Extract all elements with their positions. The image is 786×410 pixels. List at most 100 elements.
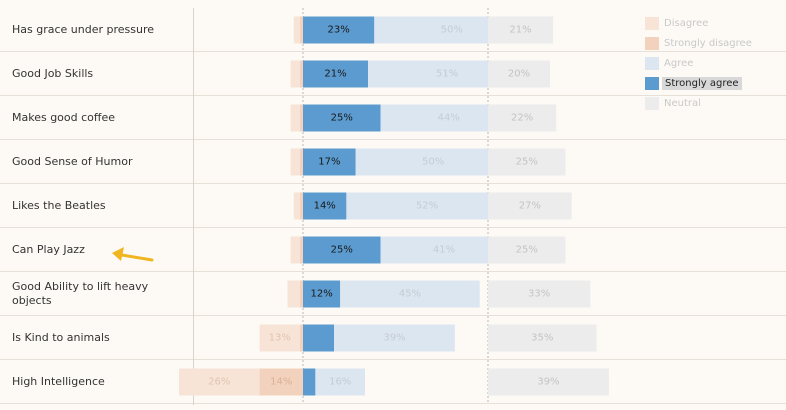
label-neutral: 25% — [516, 245, 538, 256]
label-neutral: 35% — [531, 333, 553, 344]
bar-neutral — [488, 16, 554, 44]
category-label-row: Good Sense of Humor — [0, 140, 193, 184]
bar-disagree — [290, 236, 300, 264]
bar-strongly-disagree — [299, 60, 303, 88]
legend-label: Neutral — [664, 98, 701, 109]
category-label: High Intelligence — [12, 374, 105, 388]
bar-neutral — [488, 368, 609, 396]
legend-swatch — [645, 37, 659, 50]
label-neutral: 22% — [511, 113, 533, 124]
bar-agree — [355, 148, 511, 176]
bar-disagree — [290, 148, 300, 176]
bar-strongly-disagree — [299, 148, 303, 176]
category-label: Is Kind to animals — [12, 330, 110, 344]
label-neutral: 39% — [537, 377, 559, 388]
legend-item[interactable]: Neutral — [645, 94, 775, 114]
bar-agree — [334, 324, 455, 352]
label-strongly-agree: 25% — [331, 113, 353, 124]
bar-strongly-agree — [303, 236, 381, 264]
category-label: Has grace under pressure — [12, 22, 155, 36]
bar-neutral — [488, 104, 557, 132]
bar-agree — [380, 236, 508, 264]
bar-neutral — [488, 148, 566, 176]
category-label-row: Likes the Beatles — [0, 184, 193, 228]
legend-swatch — [645, 17, 659, 30]
bar-strongly-agree — [303, 324, 334, 352]
bar-neutral — [488, 192, 572, 220]
label-agree: 16% — [329, 377, 351, 388]
bar-strongly-disagree — [299, 104, 303, 132]
label-neutral: 27% — [519, 201, 541, 212]
label-agree: 52% — [416, 201, 438, 212]
label-neutral: 21% — [509, 25, 531, 36]
label-agree: 41% — [433, 245, 455, 256]
label-agree: 44% — [438, 113, 460, 124]
bar-agree — [346, 192, 508, 220]
bar-neutral — [488, 60, 550, 88]
label-agree: 50% — [422, 157, 444, 168]
bar-strongly-disagree — [299, 280, 303, 308]
bar-neutral — [488, 280, 591, 308]
category-label: Good Ability to lift heavy objects — [12, 279, 149, 307]
label-agree: 45% — [399, 289, 421, 300]
bar-neutral — [488, 324, 597, 352]
label-neutral: 33% — [528, 289, 550, 300]
bar-strongly-disagree — [299, 16, 303, 44]
annotation-arrow-shaft — [120, 253, 154, 262]
label-agree: 51% — [436, 69, 458, 80]
bar-strongly-agree — [303, 192, 347, 220]
bar-agree — [315, 368, 365, 396]
category-label: Good Job Skills — [12, 66, 94, 80]
label-strongly-agree: 21% — [324, 69, 346, 80]
label-strongly-agree: 14% — [314, 201, 336, 212]
bar-strongly-disagree — [299, 192, 303, 220]
legend-swatch — [645, 97, 659, 110]
category-label-row: Makes good coffee — [0, 96, 193, 140]
legend-label: Disagree — [664, 18, 709, 29]
legend: Disagree Strongly disagree Agree Strongly a… — [645, 14, 775, 114]
bar-disagree — [290, 60, 300, 88]
bar-strongly-agree — [303, 148, 356, 176]
category-label-row: Good Job Skills — [0, 52, 193, 96]
category-label: Makes good coffee — [12, 110, 116, 124]
bar-disagree — [179, 368, 260, 396]
bar-strongly-agree — [303, 368, 316, 396]
legend-item[interactable]: Strongly agree — [645, 74, 775, 94]
legend-label: Agree — [664, 58, 694, 69]
category-label-row: Good Ability to lift heavy objects — [0, 272, 193, 316]
label-strongly-agree: 17% — [318, 157, 340, 168]
label-agree: 50% — [441, 25, 463, 36]
label-disagree: 26% — [208, 377, 230, 388]
bar-disagree — [290, 104, 300, 132]
bar-strongly-agree — [303, 104, 381, 132]
bar-strongly-disagree — [299, 236, 303, 264]
category-label-row: High Intelligence — [0, 360, 193, 404]
bar-disagree — [293, 192, 300, 220]
legend-label: Strongly disagree — [664, 38, 752, 49]
legend-swatch — [645, 57, 659, 70]
category-label-row: Has grace under pressure — [0, 8, 193, 52]
label-strongly-agree: 23% — [328, 25, 350, 36]
legend-swatch — [645, 77, 659, 90]
bar-neutral — [488, 236, 566, 264]
bar-strongly-agree — [303, 60, 369, 88]
legend-item[interactable]: Strongly disagree — [645, 34, 775, 54]
category-label-row: Is Kind to animals — [0, 316, 193, 360]
bar-strongly-agree — [303, 280, 341, 308]
bar-strongly-agree — [303, 16, 375, 44]
label-strongly-agree: 25% — [331, 245, 353, 256]
label-neutral: 25% — [516, 157, 538, 168]
bar-agree — [340, 280, 480, 308]
label-disagree: 13% — [269, 333, 291, 344]
legend-label: Strongly agree — [662, 77, 742, 90]
annotation-arrow-head — [112, 247, 124, 261]
legend-item[interactable]: Agree — [645, 54, 775, 74]
bar-disagree — [293, 16, 300, 44]
label-divider — [193, 8, 194, 405]
legend-item[interactable]: Disagree — [645, 14, 775, 34]
category-label: Good Sense of Humor — [12, 154, 133, 168]
bar-disagree — [259, 324, 300, 352]
label-strongly-agree: 12% — [310, 289, 332, 300]
